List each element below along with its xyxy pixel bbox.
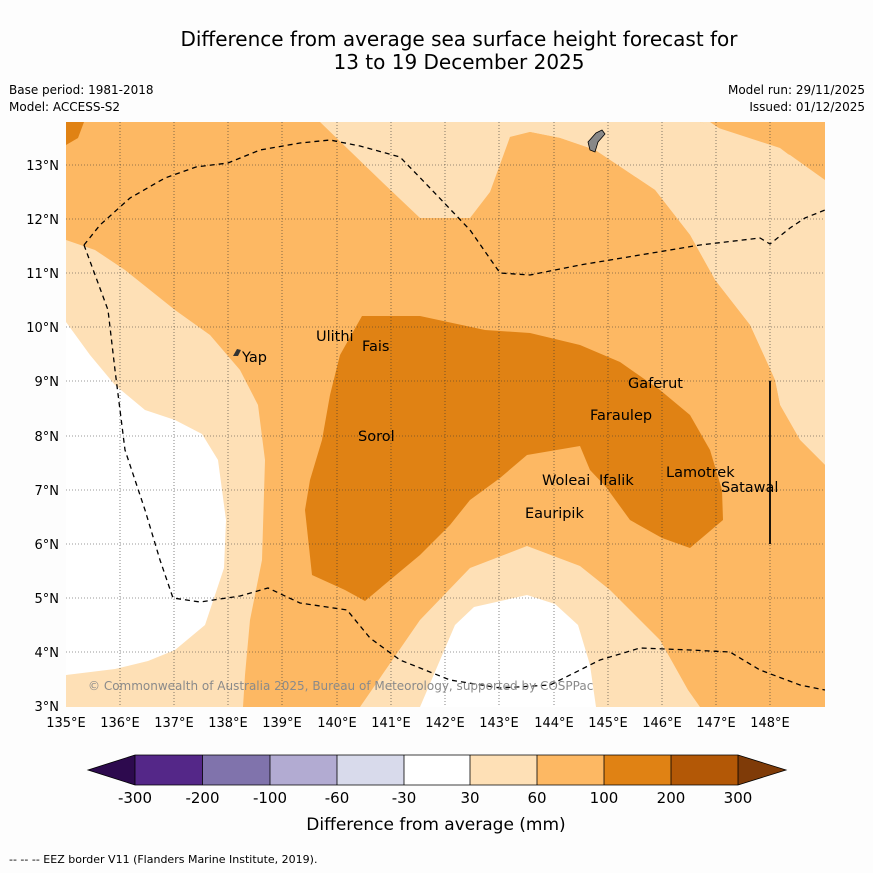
place-fais: Fais: [362, 339, 389, 355]
lat-tick-label: 12°N: [26, 213, 59, 228]
lat-tick-label: 10°N: [26, 321, 59, 336]
lon-tick-label: 137°E: [154, 716, 194, 731]
colorbar-swatch: [135, 755, 203, 785]
colorbar-extend-min: [88, 755, 135, 785]
colorbar-swatch: [604, 755, 671, 785]
colorbar-swatch: [671, 755, 738, 785]
meta-left: Base period: 1981-2018 Model: ACCESS-S2: [9, 82, 154, 116]
issued-text: Issued: 01/12/2025: [749, 100, 865, 114]
copyright-text: © Commonwealth of Australia 2025, Bureau…: [88, 679, 593, 693]
lon-tick-label: 144°E: [534, 716, 574, 731]
lat-tick-label: 9°N: [35, 375, 60, 390]
band-neutral-south: [420, 595, 596, 707]
colorbar-label: 300: [724, 789, 753, 807]
lon-tick-label: 138°E: [208, 716, 248, 731]
lat-tick-label: 8°N: [35, 430, 60, 445]
lon-tick-label: 140°E: [317, 716, 357, 731]
lat-tick-label: 3°N: [35, 700, 60, 715]
colorbar-label: -30: [392, 789, 417, 807]
lon-tick-label: 145°E: [588, 716, 628, 731]
band-100-200-corner: [66, 122, 84, 145]
lat-tick-label: 13°N: [26, 159, 59, 174]
lon-tick-label: 146°E: [642, 716, 682, 731]
place-yap: Yap: [241, 350, 267, 366]
colorbar-label: 200: [657, 789, 686, 807]
meta-right: Model run: 29/11/2025 Issued: 01/12/2025: [728, 82, 865, 116]
lon-tick-label: 147°E: [696, 716, 736, 731]
band-100-200-core: [305, 316, 723, 601]
eez-legend-footer: -- -- -- EEZ border V11 (Flanders Marine…: [9, 853, 318, 866]
colorbar-label: -60: [325, 789, 350, 807]
place-sorol: Sorol: [358, 429, 395, 445]
chart-title: Difference from average sea surface heig…: [0, 28, 873, 74]
colorbar-swatch: [337, 755, 404, 785]
colorbar-extend-max: [738, 755, 786, 785]
band-30-60-north: [320, 122, 825, 465]
colorbar-label: -300: [118, 789, 152, 807]
eez-border-south: [83, 244, 825, 691]
colorbar-swatch: [404, 755, 470, 785]
lon-tick-label: 143°E: [479, 716, 519, 731]
colorbar-swatch: [270, 755, 337, 785]
model-text: Model: ACCESS-S2: [9, 100, 121, 114]
map-grid: [66, 122, 825, 707]
colorbar-label: 30: [460, 789, 479, 807]
colorbar: -300 -200 -100 -60 -30 30 60 100 200 300…: [86, 754, 788, 835]
lat-tick-label: 11°N: [26, 267, 59, 282]
place-woleai: Woleai: [542, 473, 590, 489]
lon-tick-label: 142°E: [425, 716, 465, 731]
place-faraulep: Faraulep: [590, 408, 652, 424]
place-ifalik: Ifalik: [599, 473, 634, 489]
place-gaferut: Gaferut: [628, 376, 683, 392]
place-lamotrek: Lamotrek: [666, 465, 735, 481]
lat-axis: 13°N 12°N 11°N 10°N 9°N 8°N 7°N 6°N 5°N …: [26, 159, 59, 715]
colorbar-label: -200: [185, 789, 219, 807]
lon-tick-label: 148°E: [750, 716, 790, 731]
band-60-100-east: [495, 132, 825, 688]
yap-island: [233, 349, 241, 356]
lon-tick-label: 135°E: [46, 716, 86, 731]
model-run-text: Model run: 29/11/2025: [727, 83, 865, 97]
lat-tick-label: 4°N: [35, 646, 60, 661]
lon-axis: 135°E 136°E 137°E 138°E 139°E 140°E 141°…: [46, 716, 790, 731]
base-period-text: Base period: 1981-2018: [9, 83, 154, 97]
title-line-1: Difference from average sea surface heig…: [180, 27, 738, 51]
eez-border-north: [83, 139, 825, 276]
colorbar-label: 100: [590, 789, 619, 807]
colorbar-label: -100: [253, 789, 287, 807]
place-eauripik: Eauripik: [525, 506, 584, 522]
lon-tick-label: 136°E: [100, 716, 140, 731]
map-panel: Yap Ulithi Fais Gaferut Faraulep Sorol L…: [66, 122, 825, 707]
lat-tick-label: 6°N: [35, 538, 60, 553]
colorbar-title: Difference from average (mm): [306, 815, 565, 835]
title-line-2: 13 to 19 December 2025: [333, 50, 585, 74]
lat-tick-label: 7°N: [35, 484, 60, 499]
lon-tick-label: 141°E: [371, 716, 411, 731]
colorbar-swatch: [202, 755, 270, 785]
colorbar-swatch: [537, 755, 604, 785]
place-satawal: Satawal: [721, 480, 778, 496]
band-neutral-west: [66, 322, 226, 675]
colorbar-swatch: [470, 755, 537, 785]
lat-tick-label: 5°N: [35, 592, 60, 607]
lon-tick-label: 139°E: [262, 716, 302, 731]
guam-island: [587, 129, 606, 153]
place-ulithi: Ulithi: [316, 329, 354, 345]
colorbar-label: 60: [527, 789, 546, 807]
